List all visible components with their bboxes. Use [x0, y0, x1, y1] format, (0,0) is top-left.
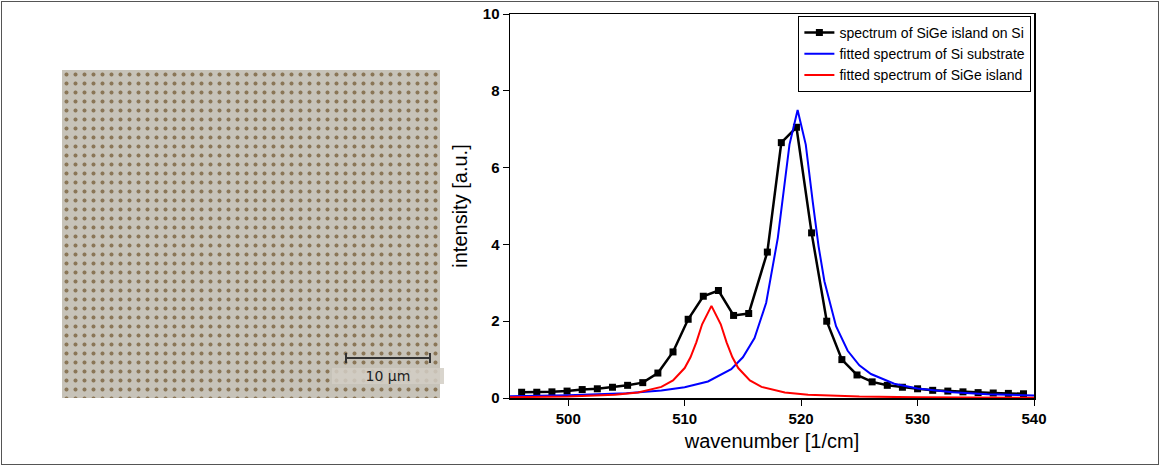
- svg-text:10: 10: [483, 5, 500, 22]
- svg-text:520: 520: [789, 410, 814, 427]
- svg-text:intensity [a.u.]: intensity [a.u.]: [449, 144, 471, 267]
- svg-text:0: 0: [491, 389, 499, 406]
- svg-text:8: 8: [491, 82, 499, 99]
- svg-text:wavenumber [1/cm]: wavenumber [1/cm]: [684, 430, 860, 452]
- svg-text:510: 510: [672, 410, 697, 427]
- svg-text:500: 500: [556, 410, 581, 427]
- svg-text:540: 540: [1021, 410, 1046, 427]
- svg-text:fitted spectrum of SiGe island: fitted spectrum of SiGe island: [839, 67, 1022, 83]
- svg-text:2: 2: [491, 312, 499, 329]
- svg-text:6: 6: [491, 159, 499, 176]
- svg-text:4: 4: [491, 236, 500, 253]
- svg-text:fitted spectrum of Si substrat: fitted spectrum of Si substrate: [839, 46, 1024, 62]
- svg-text:530: 530: [905, 410, 930, 427]
- svg-text:spectrum of SiGe island on Si: spectrum of SiGe island on Si: [839, 25, 1023, 41]
- html-text:10 µm: 10 µm: [365, 368, 411, 384]
